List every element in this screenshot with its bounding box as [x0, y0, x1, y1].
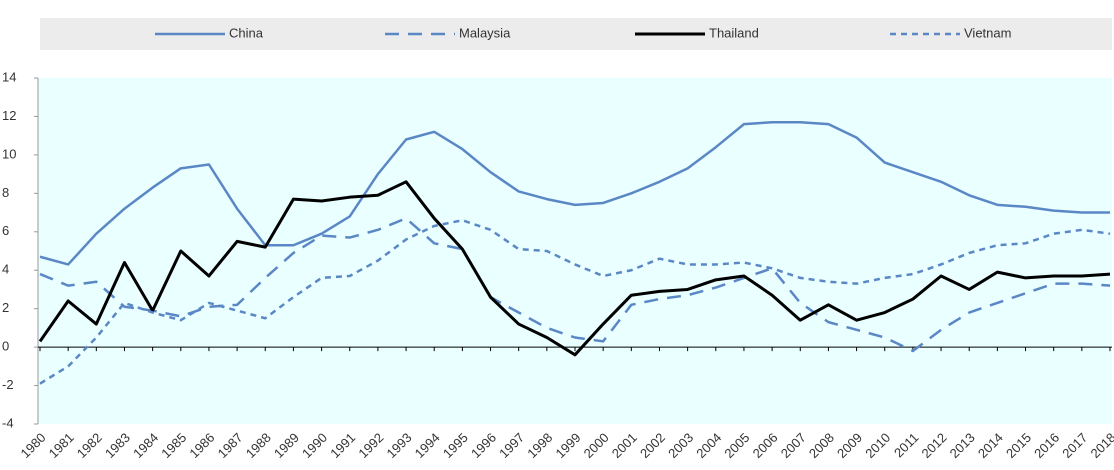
- x-tick-label: 1999: [552, 430, 583, 461]
- x-tick-label: 2003: [665, 430, 696, 461]
- x-tick-label: 2004: [693, 430, 724, 461]
- x-tick-label: 1984: [130, 430, 161, 461]
- x-tick-label: 1998: [524, 430, 555, 461]
- x-tick-label: 1982: [74, 430, 105, 461]
- x-tick-label: 2011: [891, 430, 921, 460]
- x-tick-label: 2009: [834, 430, 865, 461]
- x-tick-label: 1995: [440, 430, 471, 461]
- x-tick-label: 1985: [158, 430, 189, 461]
- legend-label: Vietnam: [964, 25, 1011, 40]
- x-tick-label: 2001: [609, 430, 640, 461]
- x-tick-label: 2008: [806, 430, 837, 461]
- x-tick-label: 1987: [215, 430, 246, 461]
- legend-label: Thailand: [709, 25, 759, 40]
- x-tick-label: 1989: [271, 430, 302, 461]
- series-line: [39, 120, 1110, 266]
- x-tick-label: 2005: [721, 430, 752, 461]
- legend-label: Malaysia: [459, 25, 511, 40]
- x-tick-label: 1996: [468, 430, 499, 461]
- y-tick-label: 6: [2, 223, 9, 238]
- x-tick-label: 1991: [327, 430, 358, 461]
- x-tick-label: 2007: [778, 430, 809, 461]
- x-tick-label: 1992: [355, 430, 386, 461]
- y-tick-label: 14: [2, 69, 16, 84]
- x-tick-label: 2006: [750, 430, 781, 461]
- x-tick-label: 2002: [637, 430, 668, 461]
- legend-label: China: [229, 25, 264, 40]
- x-tick-label: 2013: [947, 430, 978, 461]
- x-tick-label: 2016: [1031, 430, 1062, 461]
- x-tick-label: 1988: [243, 430, 274, 461]
- x-tick-label: 2017: [1059, 430, 1090, 461]
- x-tick-label: 2015: [1003, 430, 1034, 461]
- x-tick-label: 1990: [299, 430, 330, 461]
- series-line: [39, 218, 1111, 385]
- series-line: [39, 217, 1111, 353]
- x-tick-label: 1983: [102, 430, 133, 461]
- x-tick-label: 2014: [975, 430, 1006, 461]
- x-tick-label: 1993: [384, 430, 415, 461]
- series-line: [38, 180, 1111, 357]
- x-tick-label: 2018: [1087, 430, 1114, 461]
- x-tick-label: 1980: [17, 430, 48, 461]
- y-tick-label: 8: [2, 185, 9, 200]
- y-tick-label: -2: [2, 377, 14, 392]
- y-tick-label: 10: [2, 146, 16, 161]
- x-tick-label: 1981: [46, 430, 77, 461]
- x-tick-label: 2010: [862, 430, 893, 461]
- y-tick-label: 4: [2, 262, 9, 277]
- x-tick-label: 2012: [919, 430, 950, 461]
- x-tick-label: 1997: [496, 430, 527, 461]
- plot-background: [38, 78, 1112, 424]
- y-tick-label: -4: [2, 415, 14, 430]
- y-tick-label: 12: [2, 108, 16, 123]
- x-tick-label: 2000: [581, 430, 612, 461]
- x-tick-label: 1994: [412, 430, 443, 461]
- y-tick-label: 2: [2, 300, 9, 315]
- x-tick-label: 1986: [186, 430, 217, 461]
- y-tick-label: 0: [2, 339, 9, 354]
